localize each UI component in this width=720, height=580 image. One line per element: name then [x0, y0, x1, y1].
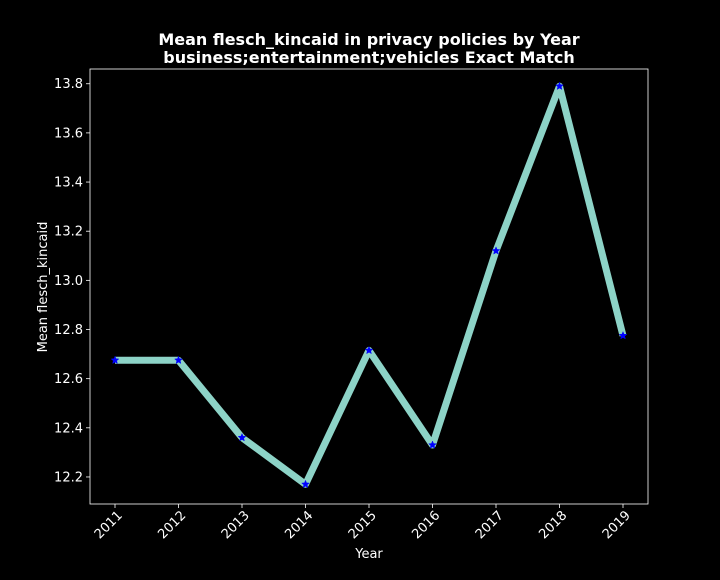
- x-axis: 2011 2012 2013 2014 2015 2016 2017 2018 2019: [92, 504, 634, 542]
- x-tick-label: 2018: [536, 508, 570, 542]
- series-group: [110, 81, 628, 489]
- x-tick-label: 2012: [155, 508, 189, 542]
- data-point-marker: [555, 81, 564, 90]
- x-tick-label: 2017: [473, 508, 507, 542]
- y-tick-label: 13.6: [54, 126, 83, 141]
- data-point-marker: [110, 355, 120, 364]
- data-point-marker: [237, 432, 247, 442]
- data-point-marker: [428, 440, 437, 449]
- y-tick-label: 13.0: [54, 274, 83, 289]
- x-axis-label: Year: [354, 547, 383, 562]
- x-tick-label: 2013: [219, 508, 253, 542]
- x-tick-label: 2016: [409, 508, 443, 542]
- y-tick-label: 12.6: [54, 372, 83, 387]
- y-tick-label: 13.8: [54, 77, 83, 92]
- series-line: [115, 82, 627, 488]
- chart-title-line-2: business;entertainment;vehicles Exact Ma…: [163, 48, 575, 67]
- y-tick-label: 12.2: [54, 470, 83, 485]
- x-tick-label: 2015: [346, 508, 380, 542]
- data-point-marker: [301, 479, 310, 489]
- data-point-marker: [491, 246, 501, 255]
- x-tick-label: 2014: [282, 508, 316, 542]
- chart-title-line-1: Mean flesch_kincaid in privacy policies …: [158, 30, 579, 49]
- y-axis-label: Mean flesch_kincaid: [36, 222, 51, 353]
- data-point-marker: [364, 345, 374, 355]
- y-tick-label: 13.4: [54, 176, 83, 191]
- x-tick-label: 2011: [92, 508, 126, 542]
- y-tick-label: 12.8: [54, 323, 83, 338]
- y-tick-label: 12.4: [54, 421, 83, 436]
- x-tick-label: 2019: [600, 508, 634, 542]
- plot-area-frame: [89, 68, 649, 505]
- data-point-marker: [618, 330, 628, 340]
- data-point-marker: [174, 355, 183, 364]
- y-axis: 12.2 12.4 12.6 12.8 13.0 13.2 13.4 13.6 13.8: [54, 77, 90, 485]
- y-tick-label: 13.2: [54, 225, 83, 240]
